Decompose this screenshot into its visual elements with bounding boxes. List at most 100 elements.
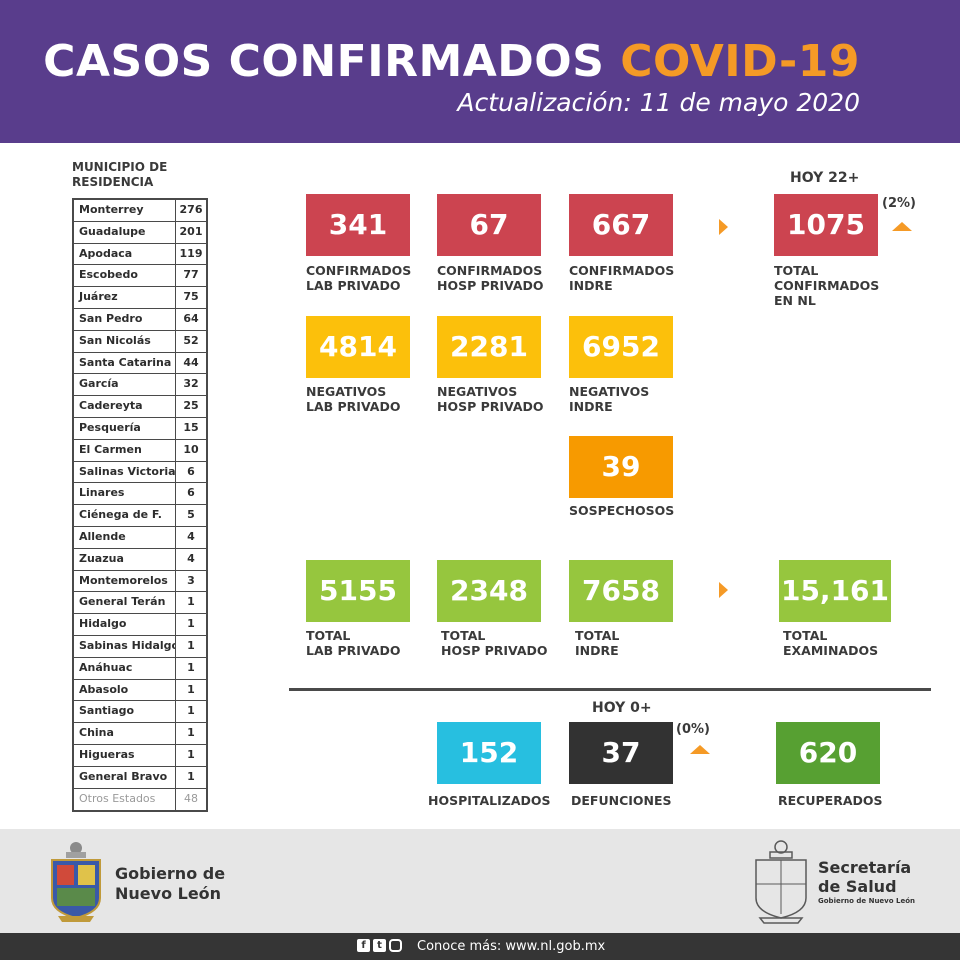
municipio-name: El Carmen bbox=[74, 439, 176, 461]
municipio-count: 119 bbox=[179, 246, 203, 260]
municipio-count: 4 bbox=[187, 551, 195, 565]
municipio-name: Zuazua bbox=[74, 548, 176, 570]
municipio-name: Hidalgo bbox=[74, 614, 176, 635]
municipio-name: Juárez bbox=[74, 287, 176, 308]
municipio-name: Santiago bbox=[74, 701, 176, 723]
divider bbox=[289, 688, 931, 691]
municipio-table: Monterrey 276 Guadalupe 201 Apodaca 119 Escobe… bbox=[72, 198, 208, 813]
nuevo-leon-coat-of-arms-icon bbox=[51, 842, 101, 922]
municipio-count: 6 bbox=[187, 464, 195, 478]
total-hosp-privado-box: 2348 bbox=[437, 560, 541, 622]
municipio-count: 1 bbox=[187, 638, 195, 652]
municipio-count: 1 bbox=[187, 682, 195, 696]
municipio-count: 1 bbox=[187, 704, 195, 718]
gobierno-nl-label: Gobierno de Nuevo León bbox=[115, 864, 226, 903]
facebook-icon[interactable]: f bbox=[357, 939, 370, 952]
arrow-up-icon bbox=[690, 745, 710, 754]
table-row: Guadalupe 201 bbox=[74, 221, 206, 244]
header-banner: CASOS CONFIRMADOS COVID-19 Actualización… bbox=[0, 0, 960, 143]
table-row: Monterrey 276 bbox=[74, 200, 206, 222]
municipio-count: 1 bbox=[187, 595, 195, 609]
defunciones-pct: (0%) bbox=[676, 722, 710, 737]
hoy-defunciones: HOY 0+ bbox=[592, 700, 652, 716]
bottom-bar bbox=[0, 933, 960, 960]
municipio-name: García bbox=[74, 374, 176, 396]
municipio-name: General Terán bbox=[74, 592, 176, 614]
municipio-count: 276 bbox=[179, 203, 203, 216]
table-row: Apodaca 119 bbox=[74, 243, 206, 266]
municipio-name: China bbox=[74, 723, 176, 744]
social-icons: f t bbox=[357, 939, 402, 952]
municipio-count: 1 bbox=[187, 660, 195, 674]
table-row: Linares 6 bbox=[74, 483, 206, 506]
hospitalizados-label: HOSPITALIZADOS bbox=[428, 793, 551, 808]
twitter-icon[interactable]: t bbox=[373, 939, 386, 952]
recuperados-box: 620 bbox=[776, 722, 880, 784]
recuperados-label: RECUPERADOS bbox=[778, 793, 883, 808]
instagram-icon[interactable] bbox=[389, 939, 402, 952]
municipio-name: Sabinas Hidalgo bbox=[74, 635, 176, 657]
total-examinados-label: TOTAL EXAMINADOS bbox=[783, 628, 879, 658]
municipio-count: 44 bbox=[183, 355, 199, 369]
title-accent: COVID-19 bbox=[620, 36, 860, 87]
confirmados-lab-privado-box: 341 bbox=[306, 194, 410, 256]
confirmados-lab-privado-label: CONFIRMADOS LAB PRIVADO bbox=[306, 263, 412, 293]
negativos-hosp-privado-label: NEGATIVOS HOSP PRIVADO bbox=[437, 384, 544, 414]
footer bbox=[0, 829, 960, 933]
defunciones-box: 37 bbox=[569, 722, 673, 784]
sospechosos-label: SOSPECHOSOS bbox=[569, 503, 675, 518]
municipio-name: Anáhuac bbox=[74, 657, 176, 679]
municipio-count: 25 bbox=[183, 399, 199, 413]
total-hosp-privado-label: TOTAL HOSP PRIVADO bbox=[441, 628, 548, 658]
total-lab-privado-box: 5155 bbox=[306, 560, 410, 622]
municipio-count: 77 bbox=[183, 268, 199, 282]
municipio-count: 4 bbox=[187, 529, 195, 543]
confirmados-pct: (2%) bbox=[882, 196, 916, 211]
municipio-name: Monterrey bbox=[74, 200, 176, 221]
table-row: Hidalgo 1 bbox=[74, 614, 206, 636]
salud-subtitle: Gobierno de Nuevo León bbox=[818, 897, 915, 905]
total-confirmados-box: 1075 bbox=[774, 194, 878, 256]
negativos-lab-privado-box: 4814 bbox=[306, 316, 410, 378]
secretaria-salud-label: Secretaría de Salud bbox=[818, 858, 912, 896]
table-row: Escobedo 77 bbox=[74, 265, 206, 288]
table-row: San Nicolás 52 bbox=[74, 330, 206, 353]
municipio-name: Salinas Victoria bbox=[74, 461, 176, 483]
municipio-count: 1 bbox=[187, 726, 195, 740]
website-link[interactable]: Conoce más: www.nl.gob.mx bbox=[417, 939, 606, 954]
arrow-right-icon bbox=[719, 582, 728, 598]
negativos-hosp-privado-box: 2281 bbox=[437, 316, 541, 378]
table-row: China 1 bbox=[74, 723, 206, 745]
municipio-count: 32 bbox=[183, 377, 199, 391]
table-row: García 32 bbox=[74, 374, 206, 397]
municipio-count: 75 bbox=[183, 290, 199, 304]
municipio-count: 15 bbox=[183, 420, 199, 434]
table-row: General Terán 1 bbox=[74, 592, 206, 615]
municipio-count: 52 bbox=[183, 333, 199, 347]
municipio-name: Montemorelos bbox=[74, 570, 176, 592]
municipio-name: San Nicolás bbox=[74, 330, 176, 352]
table-row: Salinas Victoria 6 bbox=[74, 461, 206, 484]
total-indre-label: TOTAL INDRE bbox=[575, 628, 620, 658]
municipio-name: Higueras bbox=[74, 744, 176, 766]
hoy-confirmados: HOY 22+ bbox=[790, 170, 860, 186]
municipio-name: San Pedro bbox=[74, 308, 176, 330]
municipio-count: 10 bbox=[183, 442, 199, 456]
table-row: Allende 4 bbox=[74, 526, 206, 549]
sospechosos-box: 39 bbox=[569, 436, 673, 498]
table-row: General Bravo 1 bbox=[74, 766, 206, 789]
municipio-name: Abasolo bbox=[74, 679, 176, 701]
page-title: CASOS CONFIRMADOS COVID-19 bbox=[43, 36, 860, 87]
table-row: Cadereyta 25 bbox=[74, 396, 206, 418]
municipio-count: 6 bbox=[187, 486, 195, 500]
municipio-count: 48 bbox=[184, 791, 198, 805]
table-row: Ciénega de F. 5 bbox=[74, 505, 206, 527]
municipio-name: General Bravo bbox=[74, 766, 176, 788]
municipio-name: Guadalupe bbox=[74, 221, 176, 243]
table-row: Abasolo 1 bbox=[74, 679, 206, 702]
negativos-indre-box: 6952 bbox=[569, 316, 673, 378]
total-examinados-box: 15,161 bbox=[779, 560, 891, 622]
municipio-count: 64 bbox=[183, 311, 199, 325]
table-row: Anáhuac 1 bbox=[74, 657, 206, 680]
table-row: Higueras 1 bbox=[74, 744, 206, 767]
